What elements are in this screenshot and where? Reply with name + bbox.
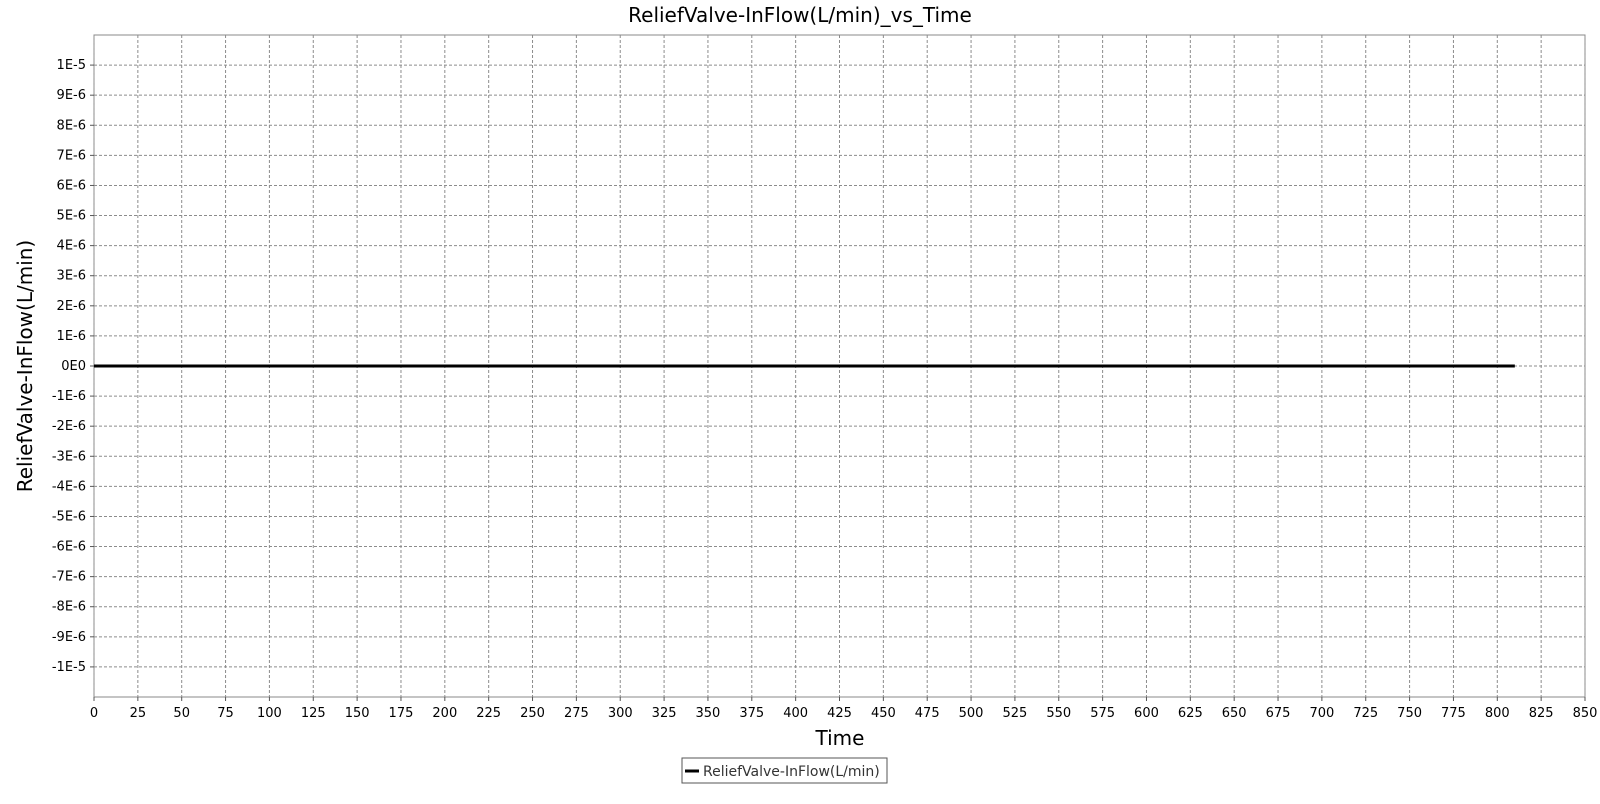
x-axis-title: Time — [815, 726, 865, 750]
x-axis: 0 25 50 75 100 125 150 175 200 225 250 275 300 325 350… — [90, 697, 1598, 721]
x-tick-label: 100 — [257, 706, 282, 721]
x-tick-label: 300 — [608, 706, 633, 721]
y-tick-label: 9E-6 — [57, 88, 86, 103]
y-tick-label: 0E0 — [61, 359, 86, 374]
x-tick-label: 725 — [1353, 706, 1378, 721]
y-tick-label: -4E-6 — [52, 479, 86, 494]
x-tick-label: 400 — [783, 706, 808, 721]
x-tick-label: 375 — [739, 706, 764, 721]
y-tick-label: 7E-6 — [57, 148, 86, 163]
legend-label: ReliefValve-InFlow(L/min) — [703, 764, 880, 780]
x-tick-label: 175 — [389, 706, 414, 721]
y-tick-label: -2E-6 — [52, 419, 86, 434]
y-tick-label: 1E-6 — [57, 329, 86, 344]
y-tick-label: -5E-6 — [52, 509, 86, 524]
x-tick-label: 200 — [432, 706, 457, 721]
chart-title: ReliefValve-InFlow(L/min)_vs_Time — [628, 3, 972, 27]
x-tick-label: 575 — [1090, 706, 1115, 721]
x-tick-label: 250 — [520, 706, 545, 721]
x-tick-label: 0 — [90, 706, 98, 721]
y-tick-label: 2E-6 — [57, 299, 86, 314]
y-tick-label: 6E-6 — [57, 178, 86, 193]
y-tick-label: -6E-6 — [52, 540, 86, 555]
legend: ReliefValve-InFlow(L/min) — [681, 757, 888, 784]
x-tick-label: 550 — [1046, 706, 1071, 721]
x-tick-label: 525 — [1002, 706, 1027, 721]
y-axis: 1E-5 9E-6 8E-6 7E-6 6E-6 5E-6 4E-6 3E-6 2E-6 1E-6… — [52, 58, 94, 675]
x-tick-label: 500 — [959, 706, 984, 721]
x-tick-label: 125 — [301, 706, 326, 721]
y-tick-label: 3E-6 — [57, 269, 86, 284]
y-tick-label: 5E-6 — [57, 209, 86, 224]
x-tick-label: 475 — [915, 706, 940, 721]
x-tick-label: 800 — [1485, 706, 1510, 721]
x-tick-label: 25 — [130, 706, 147, 721]
x-tick-label: 50 — [173, 706, 190, 721]
x-tick-label: 700 — [1309, 706, 1334, 721]
y-tick-label: -1E-5 — [52, 660, 86, 675]
x-tick-label: 775 — [1441, 706, 1466, 721]
x-tick-label: 850 — [1573, 706, 1598, 721]
x-tick-label: 750 — [1397, 706, 1422, 721]
y-tick-label: -3E-6 — [52, 449, 86, 464]
x-tick-label: 350 — [696, 706, 721, 721]
x-tick-label: 325 — [652, 706, 677, 721]
y-tick-label: 8E-6 — [57, 118, 86, 133]
x-tick-label: 600 — [1134, 706, 1159, 721]
y-tick-label: -7E-6 — [52, 570, 86, 585]
x-tick-label: 275 — [564, 706, 589, 721]
x-tick-label: 625 — [1178, 706, 1203, 721]
legend-box — [681, 757, 888, 784]
x-tick-label: 825 — [1529, 706, 1554, 721]
x-tick-label: 675 — [1266, 706, 1291, 721]
x-tick-label: 450 — [871, 706, 896, 721]
y-tick-label: 1E-5 — [57, 58, 86, 73]
x-tick-label: 75 — [217, 706, 234, 721]
x-tick-label: 425 — [827, 706, 852, 721]
y-tick-label: -1E-6 — [52, 389, 86, 404]
x-tick-label: 150 — [345, 706, 370, 721]
y-tick-label: -9E-6 — [52, 630, 86, 645]
y-axis-title: ReliefValve-InFlow(L/min) — [13, 240, 37, 493]
x-tick-label: 650 — [1222, 706, 1247, 721]
y-tick-label: 4E-6 — [57, 239, 86, 254]
y-tick-label: -8E-6 — [52, 600, 86, 615]
x-tick-label: 225 — [476, 706, 501, 721]
